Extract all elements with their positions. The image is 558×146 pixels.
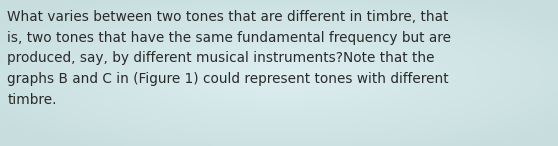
Text: What varies between two tones that are different in timbre, that
is, two tones t: What varies between two tones that are d… bbox=[7, 10, 451, 107]
